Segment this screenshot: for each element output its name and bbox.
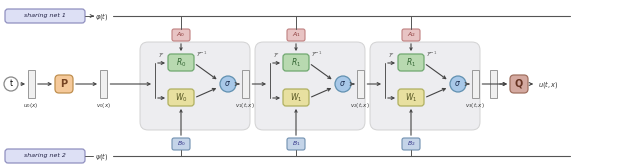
FancyBboxPatch shape	[402, 29, 420, 41]
FancyBboxPatch shape	[510, 75, 528, 93]
Circle shape	[335, 76, 351, 92]
FancyBboxPatch shape	[140, 42, 250, 130]
Text: $\psi(t)$: $\psi(t)$	[95, 151, 109, 161]
Text: $v_3(t,x)$: $v_3(t,x)$	[465, 101, 485, 110]
FancyBboxPatch shape	[398, 54, 424, 71]
FancyBboxPatch shape	[398, 89, 424, 106]
FancyBboxPatch shape	[168, 89, 194, 106]
Text: sharing net 1: sharing net 1	[24, 13, 66, 18]
Text: $v_0(x)$: $v_0(x)$	[95, 101, 111, 110]
FancyBboxPatch shape	[172, 29, 190, 41]
Text: $\mathcal{F}$: $\mathcal{F}$	[388, 51, 394, 59]
Bar	[357, 70, 364, 98]
Text: $B_1$: $B_1$	[292, 140, 300, 149]
Text: $\mathcal{F}^{-1}$: $\mathcal{F}^{-1}$	[426, 50, 438, 59]
Text: $A_0$: $A_0$	[177, 31, 186, 39]
Circle shape	[220, 76, 236, 92]
Text: $\varphi(t)$: $\varphi(t)$	[95, 10, 109, 22]
Text: $A_1$: $A_1$	[291, 31, 301, 39]
Text: $B_2$: $B_2$	[406, 140, 415, 149]
Text: $B_0$: $B_0$	[177, 140, 186, 149]
Bar	[100, 70, 107, 98]
Bar	[490, 70, 497, 98]
Bar	[28, 70, 35, 98]
Text: $A_2$: $A_2$	[406, 31, 415, 39]
Text: $R_1$: $R_1$	[406, 57, 416, 69]
Text: $W_1$: $W_1$	[290, 92, 302, 104]
Text: $u(t,x)$: $u(t,x)$	[538, 78, 559, 90]
FancyBboxPatch shape	[255, 42, 365, 130]
FancyBboxPatch shape	[172, 138, 190, 150]
FancyBboxPatch shape	[287, 138, 305, 150]
Circle shape	[4, 77, 18, 91]
Text: $W_0$: $W_0$	[175, 92, 188, 104]
Text: $R_1$: $R_1$	[291, 57, 301, 69]
Text: $R_0$: $R_0$	[176, 57, 186, 69]
Text: $W_1$: $W_1$	[404, 92, 417, 104]
Bar	[242, 70, 249, 98]
FancyBboxPatch shape	[283, 89, 309, 106]
FancyBboxPatch shape	[55, 75, 73, 93]
Text: Q: Q	[515, 79, 523, 89]
FancyBboxPatch shape	[5, 149, 85, 163]
Circle shape	[450, 76, 466, 92]
FancyBboxPatch shape	[287, 29, 305, 41]
FancyBboxPatch shape	[402, 138, 420, 150]
Text: $\sigma$: $\sigma$	[339, 79, 346, 89]
Text: $\sigma$: $\sigma$	[225, 79, 232, 89]
FancyBboxPatch shape	[370, 42, 480, 130]
Text: t: t	[10, 79, 13, 89]
FancyBboxPatch shape	[283, 54, 309, 71]
Text: P: P	[60, 79, 68, 89]
Text: $\mathcal{F}$: $\mathcal{F}$	[273, 51, 279, 59]
Text: $\sigma$: $\sigma$	[454, 79, 461, 89]
Text: sharing net 2: sharing net 2	[24, 154, 66, 158]
Text: $\mathcal{F}^{-1}$: $\mathcal{F}^{-1}$	[196, 50, 207, 59]
Bar	[472, 70, 479, 98]
Text: $v_1(t,x)$: $v_1(t,x)$	[235, 101, 255, 110]
FancyBboxPatch shape	[168, 54, 194, 71]
Text: $v_2(t,x)$: $v_2(t,x)$	[350, 101, 370, 110]
Text: $\mathcal{F}$: $\mathcal{F}$	[158, 51, 164, 59]
Text: $\mathcal{F}^{-1}$: $\mathcal{F}^{-1}$	[311, 50, 323, 59]
Text: $u_0(x)$: $u_0(x)$	[24, 101, 38, 110]
FancyBboxPatch shape	[5, 9, 85, 23]
